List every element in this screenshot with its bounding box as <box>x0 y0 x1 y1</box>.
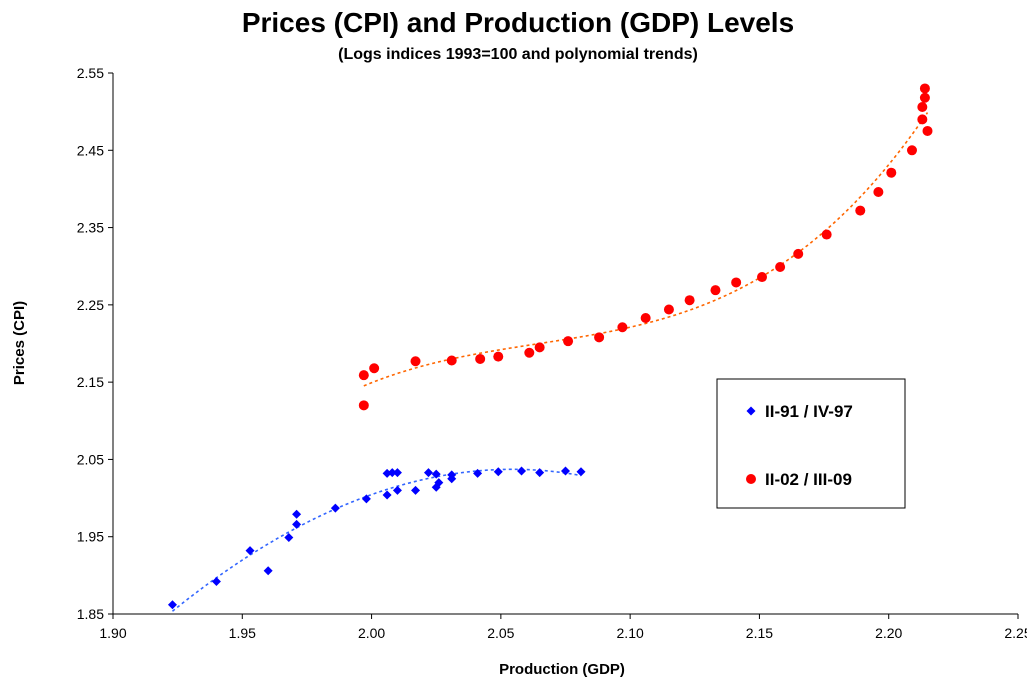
data-point-diamond <box>392 468 402 478</box>
chart-subtitle: (Logs indices 1993=100 and polynomial tr… <box>338 46 698 63</box>
data-point-circle <box>710 285 721 296</box>
data-point-circle <box>821 229 832 240</box>
data-point-diamond <box>211 577 221 587</box>
data-point-circle <box>919 83 930 94</box>
data-point-diamond <box>535 468 545 478</box>
data-point-diamond <box>493 467 503 477</box>
data-point-circle <box>358 400 369 411</box>
data-point-circle <box>917 102 928 113</box>
data-point-circle <box>617 322 628 333</box>
data-point-diamond <box>167 600 177 610</box>
data-point-circle <box>563 336 574 347</box>
legend-items: II-91 / IV-97 II-02 / III-09 <box>746 402 853 489</box>
data-point-circle <box>640 312 651 323</box>
data-point-circle <box>524 347 535 358</box>
data-point-diamond <box>284 532 294 542</box>
x-tick-label: 2.05 <box>487 625 514 641</box>
data-points <box>167 83 933 610</box>
data-point-circle <box>446 355 457 366</box>
legend-label: II-02 / III-09 <box>765 470 852 489</box>
data-point-diamond <box>382 490 392 500</box>
data-point-circle <box>775 261 786 272</box>
data-point-diamond <box>392 485 402 495</box>
x-tick-label: 1.90 <box>99 625 126 641</box>
x-ticks: 1.90 1.95 2.00 2.05 2.10 2.15 2.20 2.25 <box>99 614 1027 641</box>
x-tick-label: 2.00 <box>358 625 385 641</box>
data-point-circle <box>873 187 884 198</box>
y-tick-label: 2.35 <box>77 220 104 236</box>
data-point-diamond <box>292 509 302 519</box>
chart-title: Prices (CPI) and Production (GDP) Levels <box>242 7 794 38</box>
x-axis-title: Production (GDP) <box>499 661 625 678</box>
data-point-circle <box>919 92 930 103</box>
data-point-diamond <box>561 466 570 476</box>
y-ticks: 1.85 1.95 2.05 2.15 2.25 2.35 2.45 2.55 <box>77 65 113 622</box>
x-tick-label: 2.15 <box>746 625 773 641</box>
y-tick-label: 2.15 <box>77 374 104 390</box>
data-point-diamond <box>431 469 441 479</box>
data-point-diamond <box>330 503 340 513</box>
data-point-diamond <box>411 485 421 495</box>
data-point-diamond <box>473 468 483 478</box>
data-point-circle <box>855 205 866 216</box>
data-point-circle <box>917 114 928 125</box>
y-tick-label: 2.55 <box>77 65 104 81</box>
legend-label: II-91 / IV-97 <box>765 402 853 421</box>
data-point-circle <box>410 356 421 367</box>
axes <box>112 73 1018 615</box>
data-point-diamond <box>447 470 457 480</box>
legend-marker-diamond <box>746 406 756 416</box>
data-point-circle <box>684 295 695 306</box>
x-tick-label: 2.10 <box>617 625 644 641</box>
x-tick-label: 2.25 <box>1004 625 1027 641</box>
trend-lines <box>171 112 929 612</box>
data-point-circle <box>886 167 897 178</box>
data-point-circle <box>663 304 674 315</box>
trend-line-series-2 <box>363 112 929 387</box>
y-tick-label: 1.85 <box>77 606 104 622</box>
y-tick-label: 1.95 <box>77 529 104 545</box>
data-point-circle <box>793 248 804 259</box>
data-point-diamond <box>245 546 255 556</box>
data-point-circle <box>358 370 369 381</box>
legend: II-91 / IV-97 II-02 / III-09 <box>716 378 906 509</box>
data-point-diamond <box>361 494 371 504</box>
data-point-circle <box>922 125 933 136</box>
data-point-diamond <box>576 467 586 477</box>
y-tick-label: 2.45 <box>77 142 104 158</box>
y-tick-label: 2.05 <box>77 451 104 467</box>
x-tick-label: 2.20 <box>875 625 902 641</box>
data-point-diamond <box>292 519 302 529</box>
data-point-diamond <box>423 468 433 478</box>
data-point-circle <box>475 353 486 364</box>
data-point-circle <box>757 272 768 283</box>
data-point-diamond <box>387 468 397 478</box>
y-axis-title: Prices (CPI) <box>11 301 28 385</box>
data-point-circle <box>731 277 742 288</box>
data-point-circle <box>369 363 380 374</box>
trend-line-series-1 <box>171 468 582 612</box>
legend-box <box>716 378 906 509</box>
data-point-circle <box>493 351 504 362</box>
y-tick-label: 2.25 <box>77 297 104 313</box>
data-point-circle <box>594 332 605 343</box>
data-point-diamond <box>263 566 273 576</box>
data-point-circle <box>534 342 545 353</box>
data-point-diamond <box>517 466 527 476</box>
data-point-circle <box>906 145 917 156</box>
x-tick-label: 1.95 <box>229 625 256 641</box>
data-point-diamond <box>434 478 444 488</box>
legend-marker-circle <box>746 474 756 484</box>
